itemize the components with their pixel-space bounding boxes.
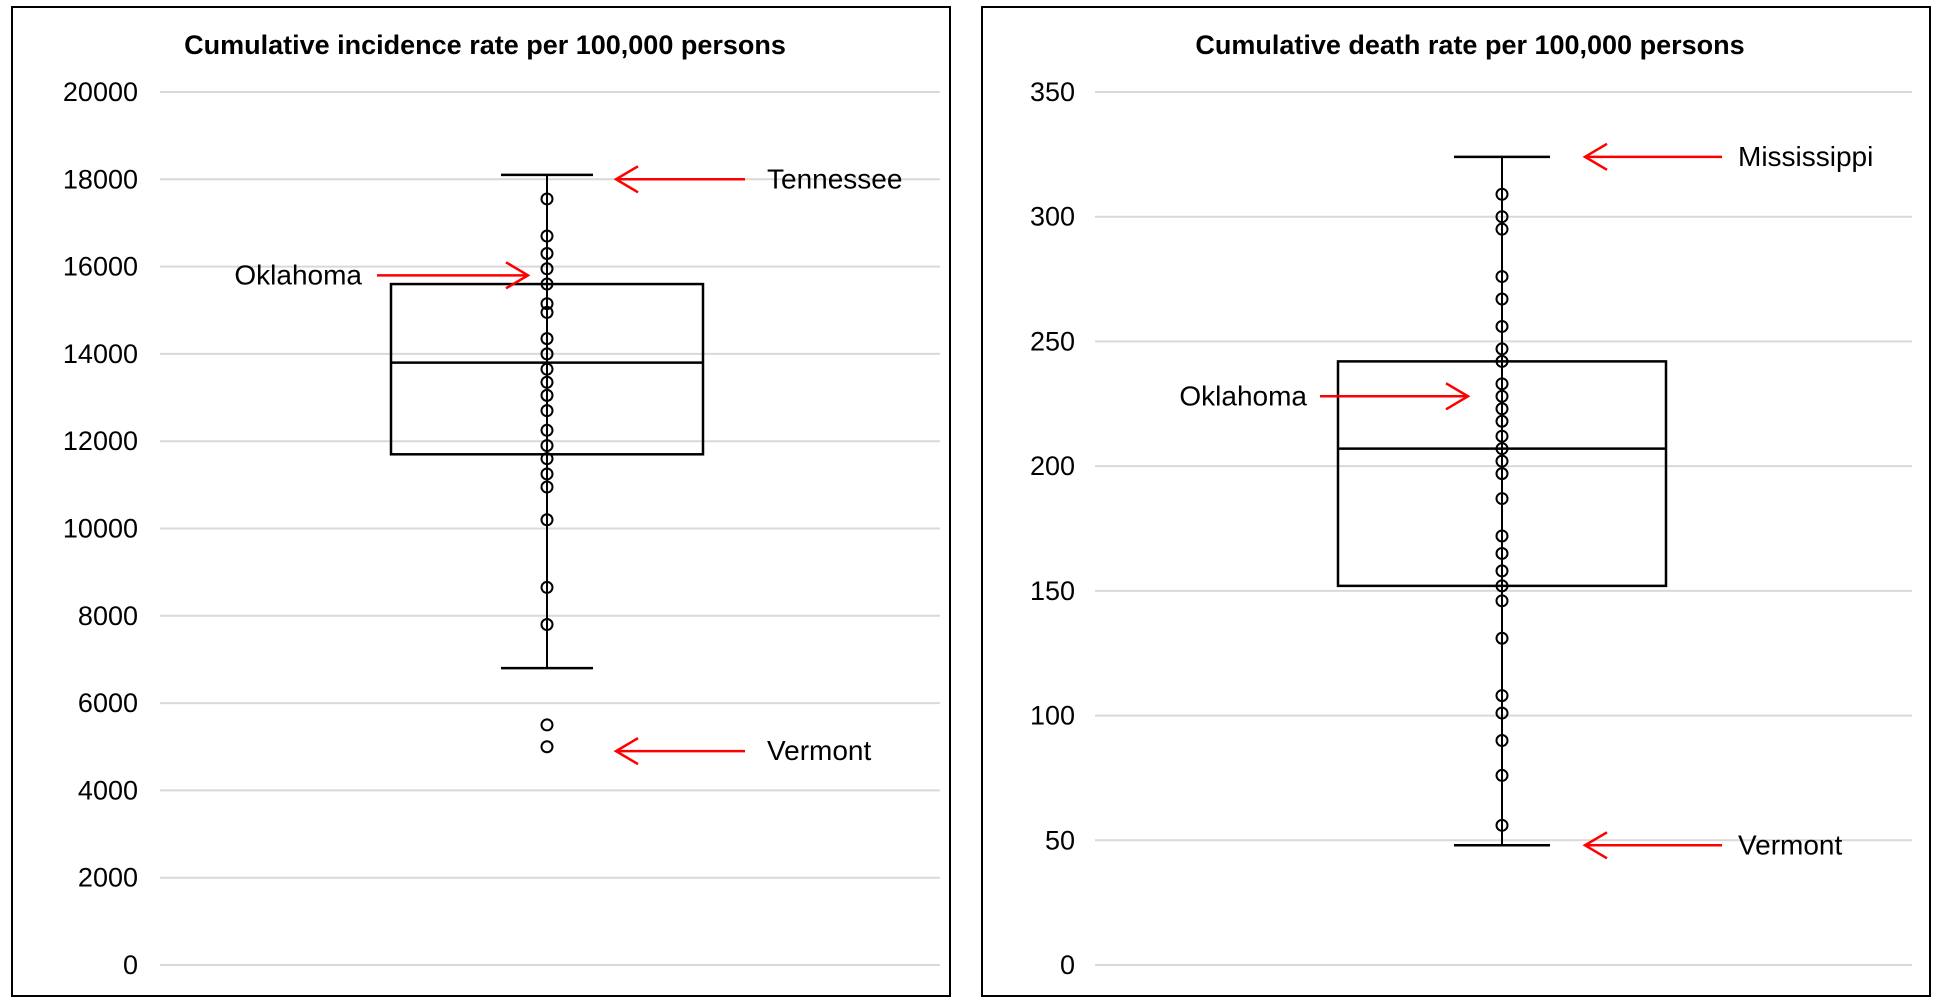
y-tick-label: 300 [1030,202,1075,232]
annotation-arrow-head [1582,831,1608,860]
y-tick-label: 150 [1030,576,1075,606]
data-point [540,192,554,206]
data-point [1495,579,1509,593]
data-point [1495,529,1509,543]
data-point [540,262,554,276]
y-tick-label: 14000 [63,339,138,369]
y-tick-label: 250 [1030,326,1075,356]
data-point [540,388,554,402]
data-point [1495,319,1509,333]
data-point [540,347,554,361]
data-point [1495,342,1509,356]
data-point [540,618,554,632]
annotation-label: Vermont [767,735,871,766]
y-tick-label: 0 [1060,950,1075,980]
data-point [1495,454,1509,468]
data-point [540,277,554,291]
y-tick-label: 0 [123,950,138,980]
panel-frame [11,6,951,997]
data-point [540,362,554,376]
data-point [540,740,554,754]
data-point [540,229,554,243]
data-point [540,480,554,494]
data-point [1495,429,1509,443]
annotation-label: Vermont [1738,829,1842,860]
y-tick-label: 200 [1030,451,1075,481]
annotation-label: Tennessee [767,163,902,194]
data-point [540,247,554,261]
y-tick-label: 16000 [63,252,138,282]
data-point [1495,768,1509,782]
data-point [1495,187,1509,201]
data-point [1495,377,1509,391]
data-point [1495,442,1509,456]
data-point [540,297,554,311]
data-point [1495,631,1509,645]
annotation-label: Mississippi [1738,141,1873,172]
data-point [540,423,554,437]
y-tick-label: 350 [1030,77,1075,107]
annotation-arrow-head [1445,382,1471,411]
data-point [1495,402,1509,416]
data-point [1495,594,1509,608]
data-point [1495,734,1509,748]
data-point [1495,222,1509,236]
annotation-arrow-head [505,261,531,290]
data-point [540,404,554,418]
y-tick-label: 100 [1030,701,1075,731]
y-tick-label: 50 [1045,825,1075,855]
data-point [540,718,554,732]
y-tick-label: 18000 [63,164,138,194]
annotation-arrow-head [613,737,639,766]
data-point [1495,389,1509,403]
y-tick-label: 8000 [78,601,138,631]
data-point [1495,270,1509,284]
data-point [1495,706,1509,720]
y-tick-label: 6000 [78,688,138,718]
data-point [540,332,554,346]
data-point [540,467,554,481]
y-tick-label: 20000 [63,77,138,107]
data-point [1495,292,1509,306]
y-tick-label: 4000 [78,775,138,805]
data-point [1495,492,1509,506]
data-point [1495,414,1509,428]
chart-title: Cumulative death rate per 100,000 person… [1195,30,1744,60]
data-point [540,439,554,453]
data-point [1495,818,1509,832]
y-tick-label: 12000 [63,426,138,456]
data-point [540,305,554,319]
annotation-arrow-head [1582,142,1608,171]
data-point [1495,564,1509,578]
annotation-label: Oklahoma [1179,380,1307,411]
data-point [540,375,554,389]
y-tick-label: 10000 [63,514,138,544]
panel-incidence: Cumulative incidence rate per 100,000 pe… [11,6,951,997]
data-point [1495,546,1509,560]
data-point [540,580,554,594]
iqr-box [389,282,705,456]
annotation-arrow-head [613,165,639,194]
data-point [540,513,554,527]
data-point [1495,354,1509,368]
annotation-label: Oklahoma [234,259,362,290]
panel-death: Cumulative death rate per 100,000 person… [981,6,1931,997]
data-point [1495,689,1509,703]
data-point [1495,467,1509,481]
data-point [540,452,554,466]
iqr-box [1336,360,1668,588]
y-tick-label: 2000 [78,863,138,893]
panel-frame [981,6,1931,997]
data-point [1495,210,1509,224]
chart-title: Cumulative incidence rate per 100,000 pe… [184,30,786,60]
